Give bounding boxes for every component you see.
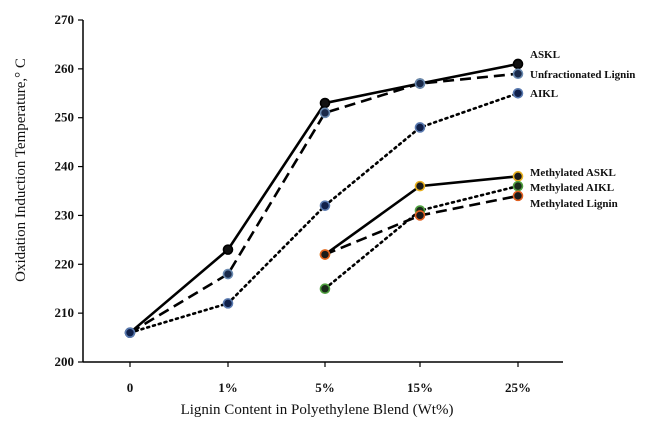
y-tick-label: 230 (55, 207, 75, 222)
y-tick-label: 200 (55, 354, 75, 369)
series-label: AIKL (530, 88, 558, 100)
y-tick-label: 270 (55, 12, 75, 27)
x-tick-label: 1% (218, 380, 238, 395)
x-tick-label: 0 (127, 380, 134, 395)
x-tick-label: 15% (407, 380, 433, 395)
data-point (512, 190, 524, 202)
y-tick-label: 220 (55, 256, 75, 271)
data-point (124, 327, 136, 338)
series-label: Methylated Lignin (530, 198, 618, 210)
data-point (414, 180, 426, 192)
series-label: Methylated ASKL (530, 167, 616, 179)
series-markers (124, 58, 524, 338)
data-point (222, 298, 234, 309)
data-point (512, 87, 524, 99)
x-axis-title: Lignin Content in Polyethylene Blend (Wt… (181, 402, 454, 418)
data-point (414, 210, 426, 221)
data-point (512, 180, 524, 192)
data-point (222, 244, 234, 255)
data-point (512, 171, 524, 182)
data-point (319, 283, 331, 295)
data-point (319, 97, 331, 109)
x-tick-label: 5% (315, 380, 335, 395)
data-point (414, 78, 426, 89)
series-label: Methylated AIKL (530, 182, 614, 194)
data-point (414, 122, 426, 133)
axes: 200 210 220 230 240 250 260 270 0 1% 5% 15% 25% (55, 12, 563, 395)
y-tick-label: 240 (55, 159, 75, 174)
data-point (222, 268, 234, 280)
series-label: ASKL (530, 49, 560, 61)
y-tick-label: 250 (55, 110, 75, 125)
y-tick-label: 260 (55, 61, 75, 76)
y-axis-title: Oxidation Induction Temperature,° C (13, 58, 29, 282)
series-labels: ASKL Unfractionated Lignin AIKL Methylated … (530, 49, 635, 210)
series-line (129, 72, 519, 334)
data-point (319, 107, 331, 119)
series-label: Unfractionated Lignin (530, 69, 635, 81)
data-point (319, 249, 331, 260)
data-point (319, 200, 331, 211)
y-tick-label: 210 (55, 305, 75, 320)
data-point (512, 68, 524, 80)
series-line (324, 194, 519, 256)
data-point (512, 58, 524, 70)
x-tick-label: 25% (505, 380, 531, 395)
